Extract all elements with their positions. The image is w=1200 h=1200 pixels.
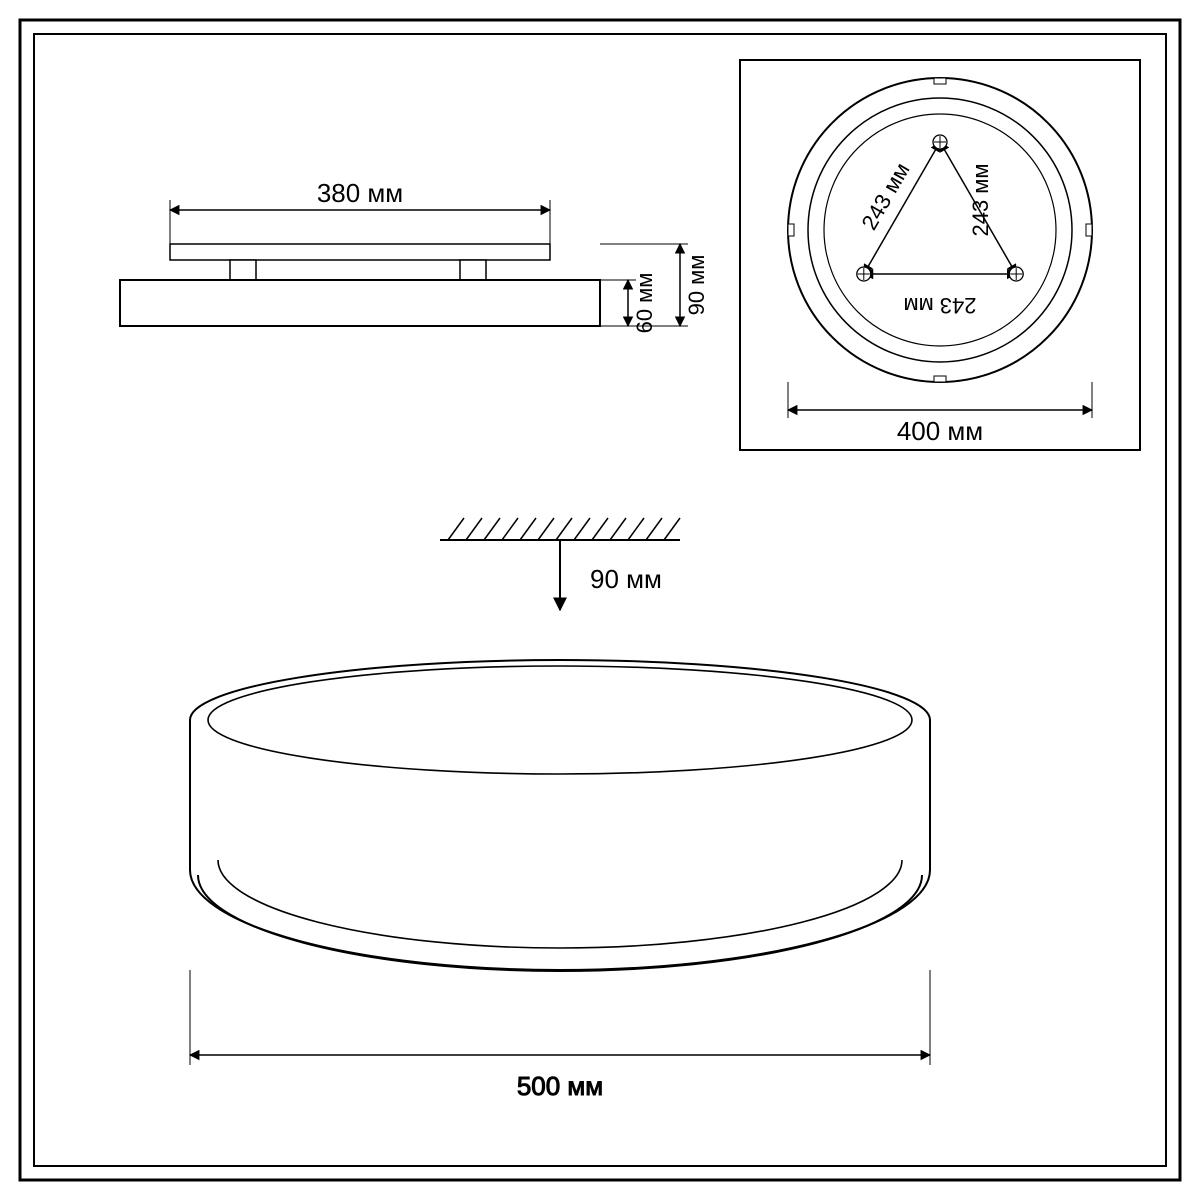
technical-drawing: 380 мм 60 мм 90 мм (0, 0, 1200, 1200)
ceiling-mark: 90 мм (440, 518, 680, 610)
dim-243-right: 243 мм (968, 163, 993, 236)
dim-400-label: 400 мм (897, 416, 983, 446)
dim-500-label: 500 мм (517, 1071, 603, 1101)
dim-380-label: 380 мм (317, 178, 403, 208)
side-view: 380 мм 60 мм 90 мм (120, 178, 709, 333)
dim-400: 400 мм (788, 382, 1092, 446)
hatch-icon (448, 518, 680, 540)
screw-icon (933, 135, 947, 149)
inner-frame (34, 34, 1166, 1166)
dim-243-left: 243 мм (856, 158, 914, 234)
plan-inset: 243 мм 243 мм 243 мм 400 мм (740, 60, 1140, 450)
outer-frame (20, 20, 1180, 1180)
dim-380: 380 мм (170, 178, 550, 244)
screw-icon (857, 267, 871, 281)
screw-icon (1009, 267, 1023, 281)
dim-500: 500 мм (190, 970, 930, 1101)
mount-triangle: 243 мм 243 мм 243 мм (856, 135, 1023, 318)
perspective-view: 500 мм (190, 660, 930, 1101)
ceiling-90-label: 90 мм (590, 564, 662, 594)
dim-60-label: 60 мм (632, 273, 657, 334)
dim-90-label: 90 мм (684, 255, 709, 316)
dim-60: 60 мм (600, 273, 657, 334)
dim-243-bottom: 243 мм (903, 293, 976, 318)
